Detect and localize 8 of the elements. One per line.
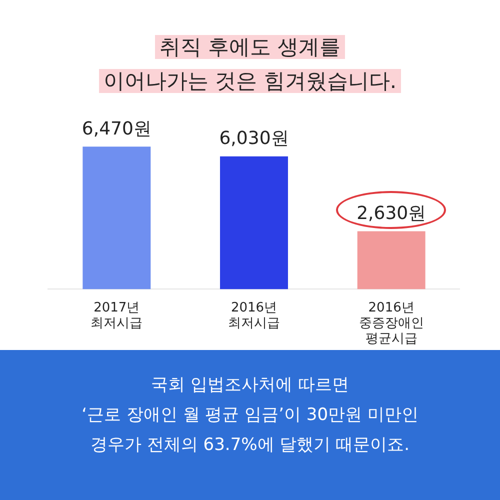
data-label: 2,630원 [356, 202, 426, 224]
x-tick-label: 2017년 최저시급 [90, 300, 143, 331]
data-label: 6,030원 [219, 128, 289, 150]
x-tick-label: 2016년 중증장애인 평균시급 [358, 300, 424, 347]
data-label: 6,470원 [82, 118, 152, 140]
x-tick-label: 2016년 최저시급 [228, 300, 280, 331]
chart-title: 취직 후에도 생계를 이어나가는 것은 힘겨웠습니다. [102, 35, 398, 93]
text: 국회 입법조사처에 따르면 ‘근로 장애인 월 평균 임금’이 30만원 미만인 경우가 전체의 63.7%에 달했기 때문이죠. [0, 350, 500, 500]
